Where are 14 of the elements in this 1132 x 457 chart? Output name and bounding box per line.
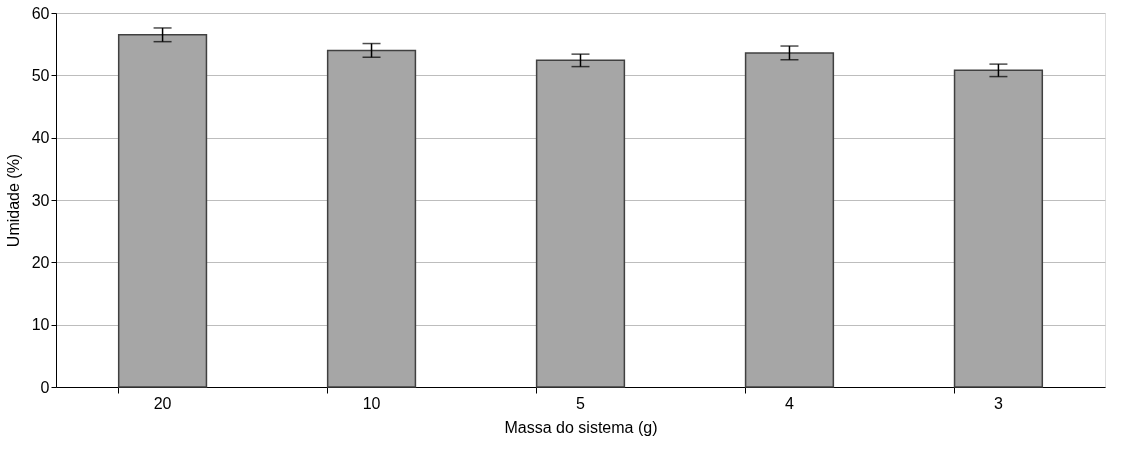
y-tick-label: 40: [31, 129, 50, 147]
y-tick-label: 30: [31, 191, 50, 209]
x-tick-label: 20: [153, 394, 172, 412]
y-tick-label: 10: [31, 316, 50, 334]
x-axis-title: Massa do sistema (g): [504, 418, 658, 436]
y-axis-title: Umidade (%): [4, 153, 22, 248]
x-tick-label: 5: [576, 394, 586, 412]
y-tick-label: 20: [31, 253, 50, 271]
y-tick-label: 50: [31, 66, 50, 84]
x-tick-label: 3: [993, 394, 1003, 412]
y-tick-label: 0: [40, 378, 50, 396]
x-tick-label: 10: [362, 394, 381, 412]
x-tick-label: 4: [785, 394, 795, 412]
y-tick-label: 60: [31, 4, 50, 22]
